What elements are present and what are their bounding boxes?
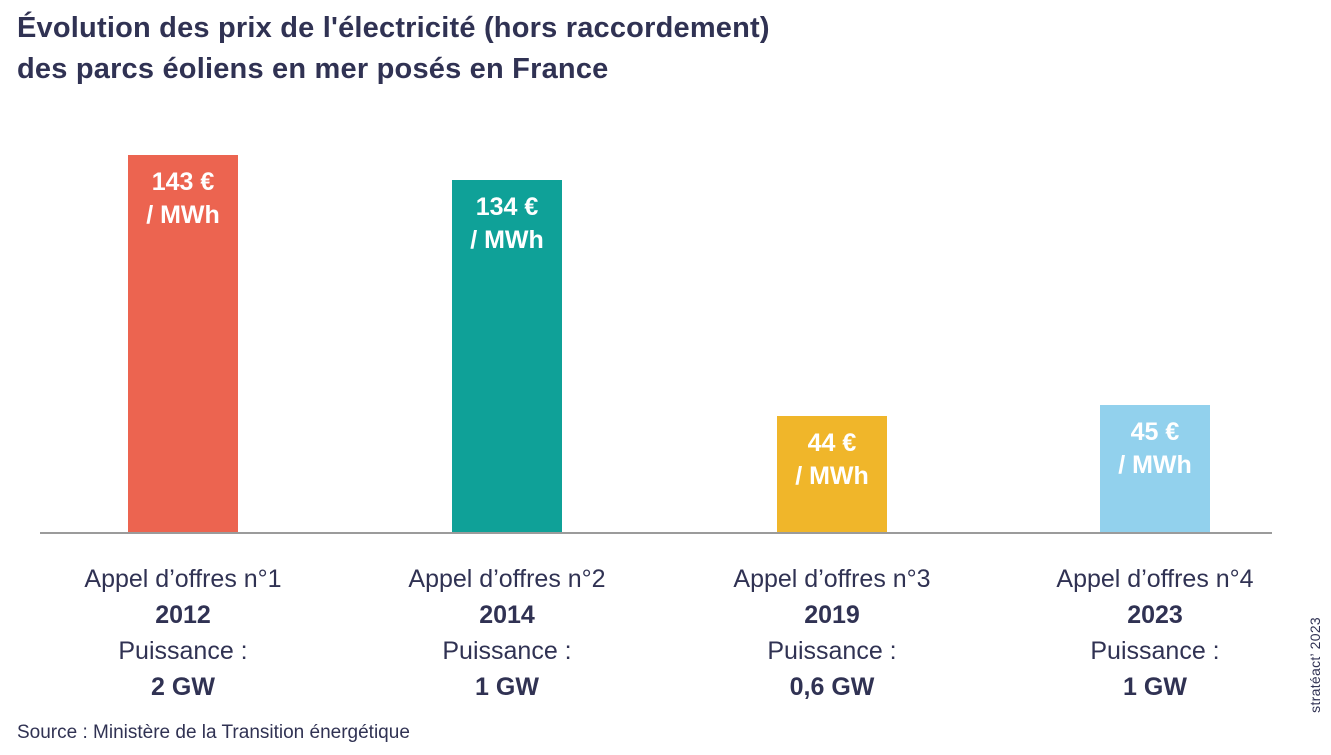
- bar-price-unit: / MWh: [795, 462, 869, 490]
- power-caption: Puissance :: [118, 637, 248, 665]
- tender-name: Appel d’offres n°2: [408, 565, 606, 593]
- chart-title-line2: des parcs éoliens en mer posés en France: [17, 53, 609, 85]
- bar-value-label: 44 € / MWh: [777, 416, 887, 493]
- bar-price-unit: / MWh: [470, 226, 544, 254]
- watermark-credit: stratéact’ 2023: [1307, 617, 1323, 713]
- tender-name: Appel d’offres n°4: [1056, 565, 1254, 593]
- power-caption: Puissance :: [442, 637, 572, 665]
- bar-price: 143 €: [151, 168, 215, 196]
- tender-name: Appel d’offres n°1: [84, 565, 282, 593]
- bar-value-label: 45 € / MWh: [1100, 405, 1210, 482]
- bar-appel-offres-1: 143 € / MWh: [128, 155, 238, 532]
- bar-price: 134 €: [475, 193, 539, 221]
- power-value: 1 GW: [1123, 673, 1187, 701]
- bar-appel-offres-4: 45 € / MWh: [1100, 405, 1210, 532]
- category-label-2: Appel d’offres n°2 2014 Puissance : 1 GW: [337, 561, 677, 705]
- category-label-1: Appel d’offres n°1 2012 Puissance : 2 GW: [13, 561, 353, 705]
- bar-value-label: 134 € / MWh: [452, 180, 562, 257]
- bar-price: 45 €: [1130, 418, 1180, 446]
- bar-appel-offres-3: 44 € / MWh: [777, 416, 887, 532]
- bar-price-unit: / MWh: [146, 201, 220, 229]
- bar-price-unit: / MWh: [1118, 451, 1192, 479]
- bar-price: 44 €: [807, 429, 857, 457]
- tender-year: 2019: [804, 601, 860, 629]
- power-value: 0,6 GW: [789, 673, 875, 701]
- power-caption: Puissance :: [1090, 637, 1220, 665]
- tender-year: 2014: [479, 601, 535, 629]
- tender-name: Appel d’offres n°3: [733, 565, 931, 593]
- category-label-3: Appel d’offres n°3 2019 Puissance : 0,6 …: [662, 561, 1002, 705]
- category-label-4: Appel d’offres n°4 2023 Puissance : 1 GW: [985, 561, 1325, 705]
- power-value: 1 GW: [475, 673, 539, 701]
- tender-year: 2023: [1127, 601, 1183, 629]
- x-axis-baseline: [40, 532, 1272, 534]
- bar-appel-offres-2: 134 € / MWh: [452, 180, 562, 532]
- power-value: 2 GW: [151, 673, 215, 701]
- bar-value-label: 143 € / MWh: [128, 155, 238, 232]
- tender-year: 2012: [155, 601, 211, 629]
- chart-title: Évolution des prix de l'électricité (hor…: [17, 8, 770, 90]
- chart-title-line1: Évolution des prix de l'électricité (hor…: [17, 12, 770, 44]
- power-caption: Puissance :: [767, 637, 897, 665]
- source-note: Source : Ministère de la Transition éner…: [17, 722, 410, 743]
